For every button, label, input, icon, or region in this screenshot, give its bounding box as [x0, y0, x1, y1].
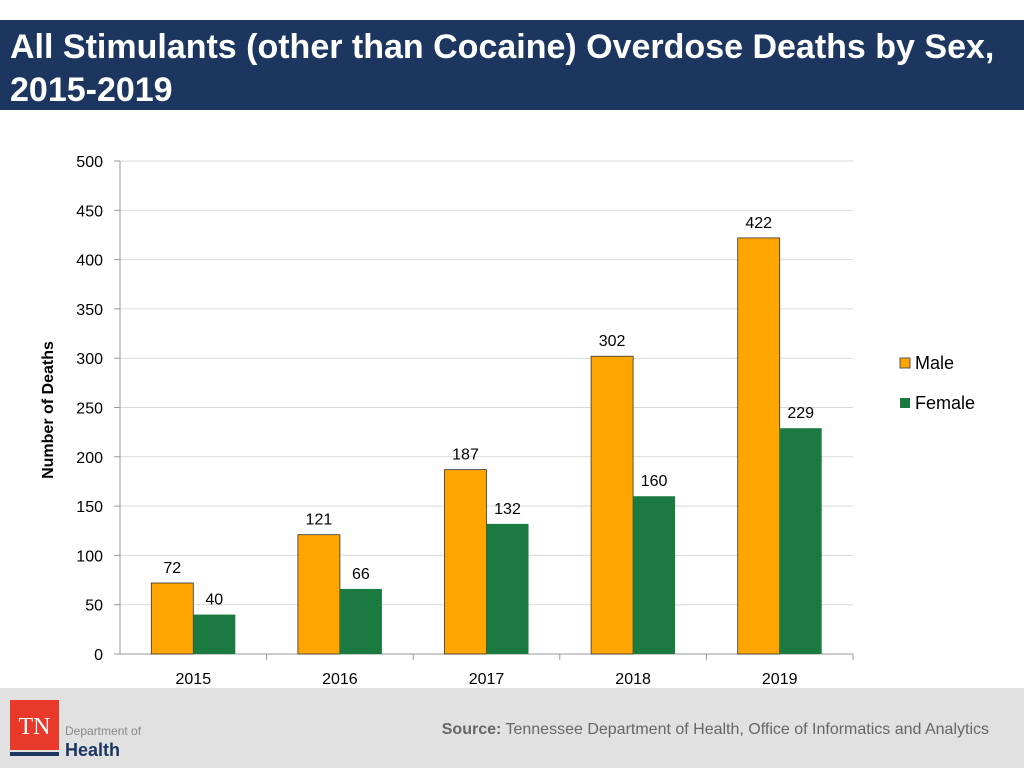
y-tick-label: 100: [76, 548, 103, 565]
bar-female: [633, 496, 676, 654]
svg-text:Health: Health: [65, 740, 120, 760]
y-tick-label: 250: [76, 401, 103, 418]
bar-male: [590, 355, 634, 655]
y-tick-label: 350: [76, 302, 103, 319]
legend-label-male: Male: [915, 353, 954, 373]
data-label: 160: [641, 473, 668, 490]
data-label: 121: [306, 512, 333, 529]
y-tick-label: 500: [76, 154, 103, 171]
data-label: 187: [452, 447, 479, 464]
y-axis-label: Number of Deaths: [40, 341, 57, 479]
data-label: 132: [494, 501, 521, 518]
bar-chart: 0 50 100 150 200 250 300 350 400 450 500 Number of …: [40, 154, 975, 688]
y-tick-label: 0: [94, 647, 103, 664]
y-tick-label: 150: [76, 499, 103, 516]
page-title: All Stimulants (other than Cocaine) Over…: [10, 28, 995, 109]
source-note: Source: Tennessee Department of Health, …: [442, 721, 989, 739]
legend-label-female: Female: [915, 393, 975, 413]
x-tick-label: 2015: [176, 671, 212, 688]
data-label: 302: [599, 333, 626, 350]
x-tick-label: 2017: [469, 671, 505, 688]
y-tick-label: 300: [76, 351, 103, 368]
bar-male: [297, 534, 341, 655]
legend-swatch-male: [899, 357, 911, 369]
footer: TN Department of Health Source: Tennesse…: [0, 688, 1024, 768]
bar-female: [486, 523, 529, 654]
source-label: Source:: [441, 721, 502, 738]
bar-male: [150, 582, 194, 655]
svg-text:Department of: Department of: [65, 724, 142, 738]
bar-male: [444, 469, 487, 655]
data-label: 66: [352, 566, 370, 583]
y-tick-label: 200: [76, 450, 103, 467]
legend-swatch-female: [900, 398, 910, 408]
source-text: Tennessee Department of Health, Office o…: [505, 721, 989, 738]
y-tick-label: 50: [85, 598, 103, 615]
bar-female: [339, 588, 382, 654]
bar-male: [737, 237, 781, 655]
data-label: 40: [205, 592, 223, 609]
bar-female: [779, 428, 822, 654]
bar-female: [193, 614, 236, 654]
data-label: 72: [163, 560, 181, 577]
data-label: 422: [745, 215, 772, 232]
y-tick-label: 400: [76, 253, 103, 270]
header-banner: All Stimulants (other than Cocaine) Over…: [0, 20, 1024, 110]
x-tick-label: 2019: [762, 671, 798, 688]
svg-text:TN: TN: [19, 714, 51, 740]
data-label: 229: [787, 405, 814, 422]
x-tick-label: 2018: [615, 671, 651, 688]
x-tick-label: 2016: [322, 671, 358, 688]
y-tick-label: 450: [76, 203, 103, 220]
tn-health-logo: TN Department of Health: [10, 700, 142, 760]
